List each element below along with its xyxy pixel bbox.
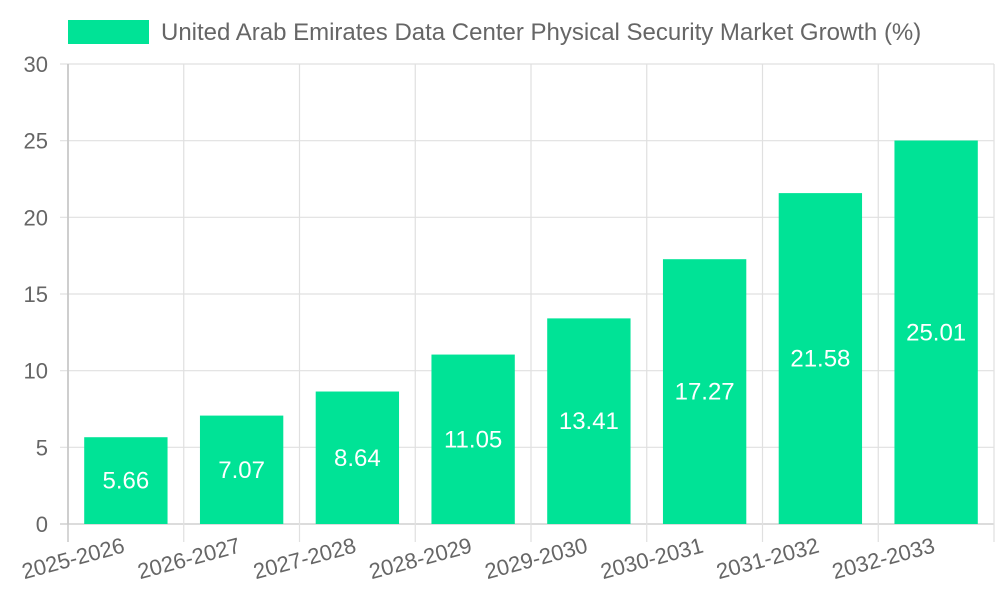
- bar-value-label: 25.01: [906, 319, 966, 346]
- x-tick-label: 2027-2028: [251, 533, 359, 584]
- grid-lines: [60, 63, 995, 542]
- y-tick-label: 0: [36, 512, 48, 537]
- legend-label: United Arab Emirates Data Center Physica…: [161, 19, 921, 46]
- bar[interactable]: [431, 354, 515, 524]
- bar-value-label: 11.05: [444, 426, 502, 453]
- bar-value-label: 5.66: [103, 468, 150, 495]
- bar[interactable]: [894, 140, 978, 524]
- bar[interactable]: [778, 193, 863, 524]
- bar-value-label: 17.27: [675, 379, 735, 406]
- bar-value-label: 7.07: [218, 457, 265, 484]
- y-tick-label: 10: [24, 359, 48, 384]
- legend-swatch: [68, 20, 149, 44]
- x-tick-label: 2025-2026: [19, 533, 127, 584]
- bar[interactable]: [547, 318, 631, 524]
- bar-value-label: 21.58: [790, 346, 850, 373]
- x-tick-label: 2030-2031: [598, 533, 706, 584]
- y-tick-label: 5: [36, 435, 48, 460]
- chart-legend[interactable]: United Arab Emirates Data Center Physica…: [68, 19, 921, 46]
- data-labels: 5.66 7.07 8.64 11.05 13.41 17.27 21.58 25.01: [103, 319, 967, 494]
- y-tick-label: 15: [24, 282, 48, 307]
- bar[interactable]: [84, 437, 168, 524]
- x-tick-label: 2028-2029: [366, 533, 474, 584]
- x-tick-label: 2026-2027: [135, 533, 243, 584]
- y-tick-label: 20: [24, 205, 48, 230]
- bar[interactable]: [199, 415, 284, 524]
- bar[interactable]: [315, 391, 400, 524]
- x-axis-tick-labels: 2025-2026 2026-2027 2027-2028 2028-2029 2029…: [19, 533, 937, 584]
- y-tick-label: 30: [24, 52, 48, 77]
- y-tick-label: 25: [24, 129, 48, 154]
- x-tick-label: 2029-2030: [482, 533, 590, 584]
- x-tick-label: 2032-2033: [829, 533, 937, 584]
- bar[interactable]: [662, 259, 747, 524]
- y-axis-tick-labels: 0 5 10 15 20 25 30: [24, 52, 48, 537]
- bar-value-label: 8.64: [334, 445, 381, 472]
- bar-value-label: 13.41: [559, 408, 619, 435]
- x-tick-label: 2031-2032: [714, 533, 822, 584]
- bar-series: [84, 140, 978, 524]
